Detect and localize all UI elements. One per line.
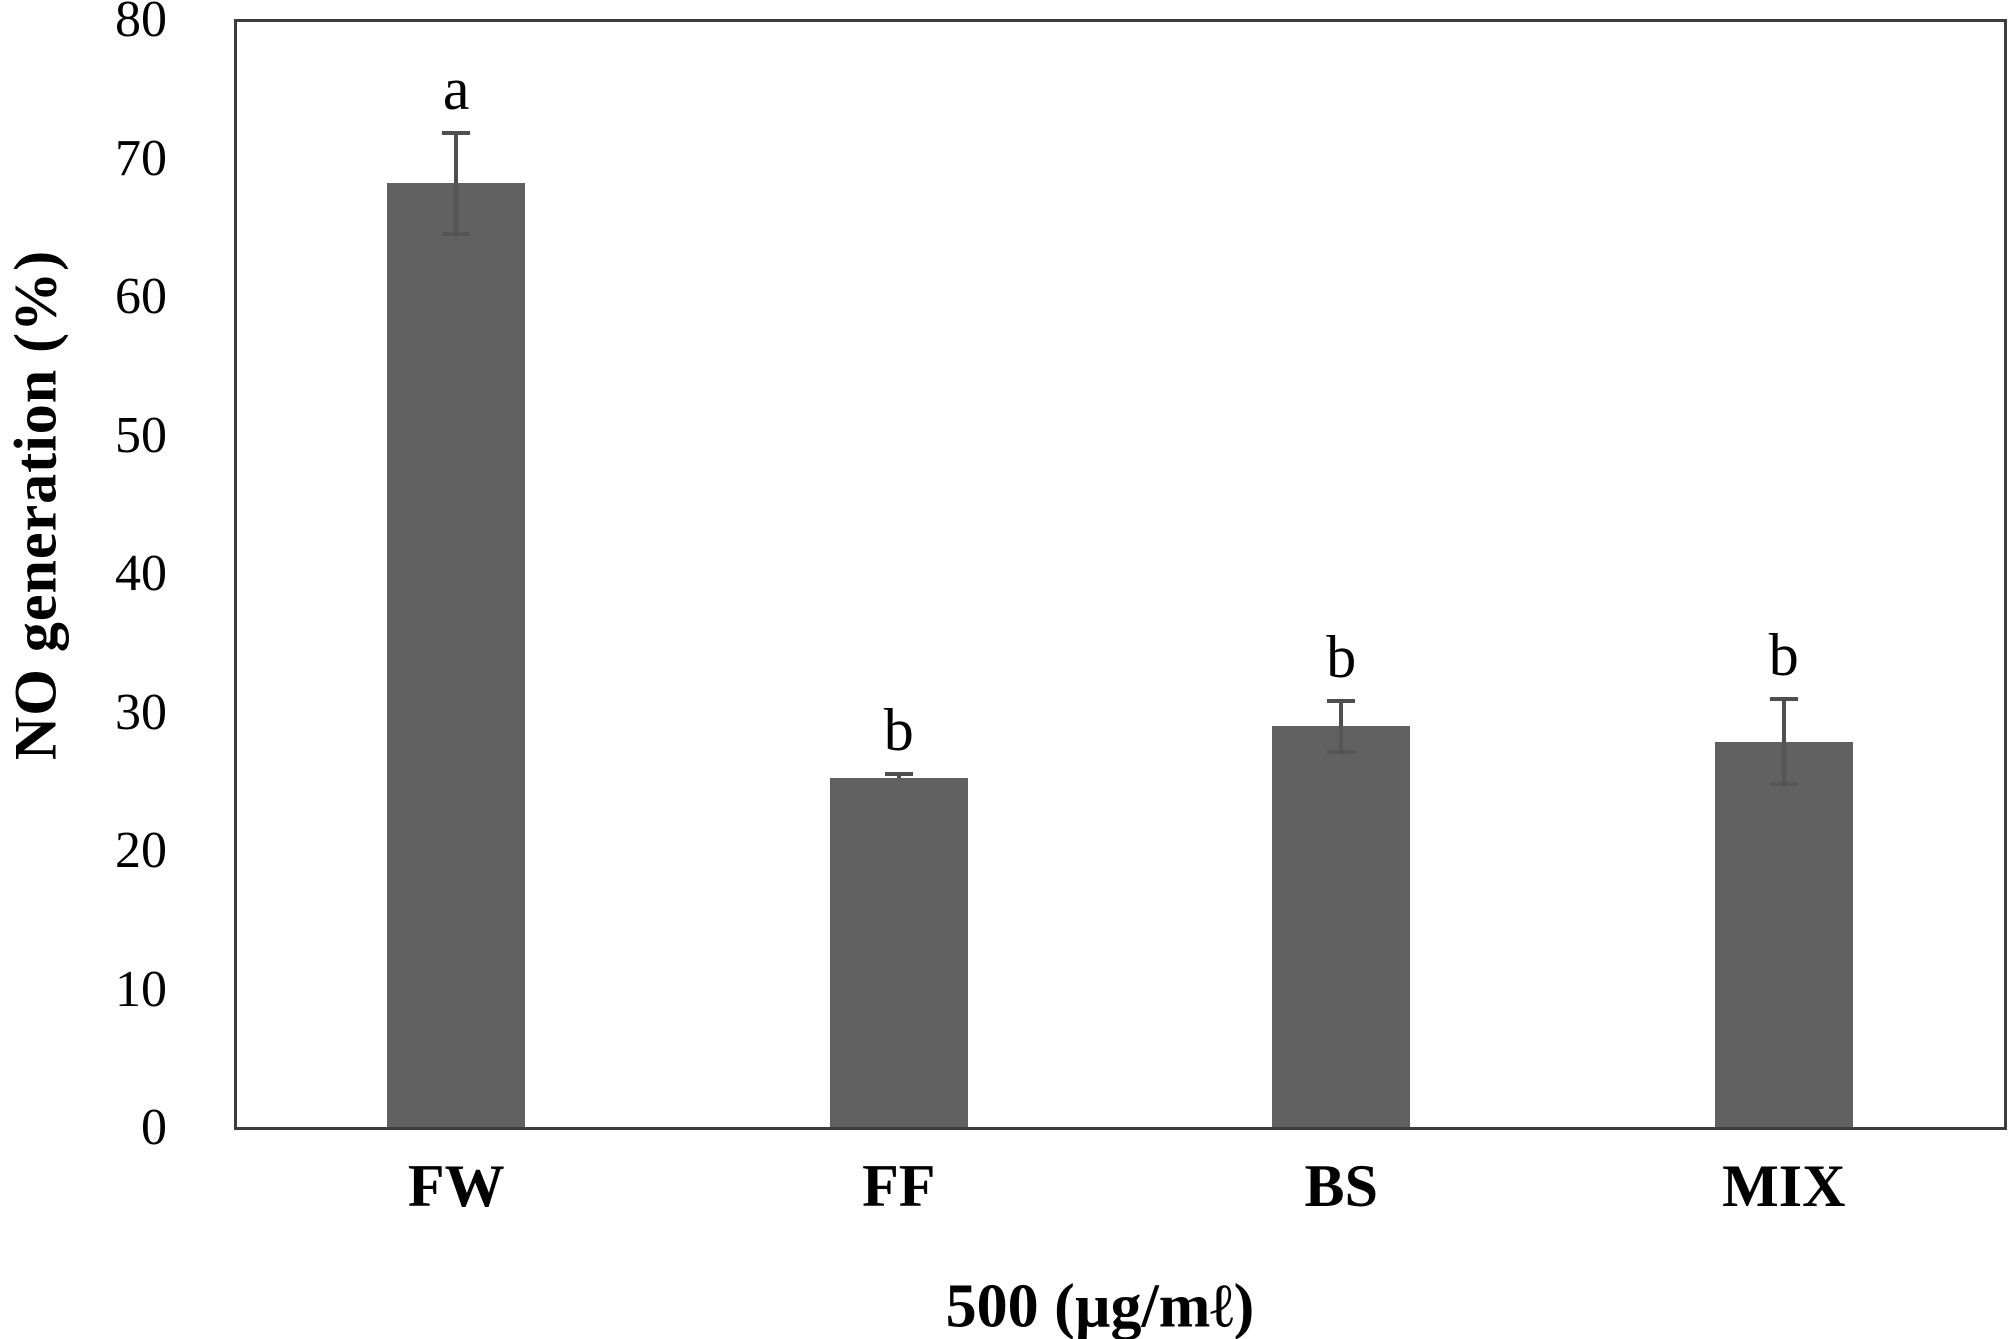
y-tick-label-70: 70 [115,129,167,187]
error-bar-lower-stem-BS [1339,726,1344,755]
bar-BS [1272,726,1411,1127]
error-bar-stem-BS [1339,698,1344,727]
error-bar-top-cap-BS [1327,698,1356,703]
error-bar-lower-stem-MIX [1781,741,1786,786]
bar-FF [829,777,968,1127]
error-bar-stem-FW [454,130,459,184]
error-bar-stem-MIX [1781,697,1786,742]
y-tick-label-40: 40 [115,545,167,602]
y-axis-title: NO generation (%) [2,249,69,761]
bar-MIX [1714,741,1853,1127]
error-bar-top-cap-FF [884,772,913,777]
significance-letter-FF: b [883,697,914,764]
y-tick-label-30: 30 [115,683,167,741]
x-category-label-BS: BS [1304,1153,1378,1219]
y-tick-label-50: 50 [115,406,167,464]
y-tick-label-10: 10 [115,960,167,1018]
plot-area [234,19,2007,1130]
y-tick-label-60: 60 [115,268,167,325]
error-bar-bottom-cap-MIX [1769,781,1798,786]
error-bar-top-cap-MIX [1769,697,1798,702]
y-tick-label-80: 80 [115,0,167,48]
error-bar-top-cap-FW [442,130,471,135]
error-bar-bottom-cap-FW [442,232,471,237]
x-axis-title: 500 (µg/mℓ) [945,1272,1255,1339]
y-tick-label-20: 20 [115,822,167,879]
y-tick-label-0: 0 [141,1099,167,1156]
error-bar-bottom-cap-BS [1327,750,1356,755]
significance-letter-BS: b [1326,623,1357,690]
error-bar-lower-stem-FW [454,183,459,237]
x-category-label-MIX: MIX [1722,1153,1846,1219]
significance-letter-FW: a [442,55,470,122]
bar-FW [387,183,526,1127]
significance-letter-MIX: b [1768,622,1799,689]
x-category-label-FF: FF [862,1153,936,1219]
x-category-label-FW: FW [407,1153,505,1219]
